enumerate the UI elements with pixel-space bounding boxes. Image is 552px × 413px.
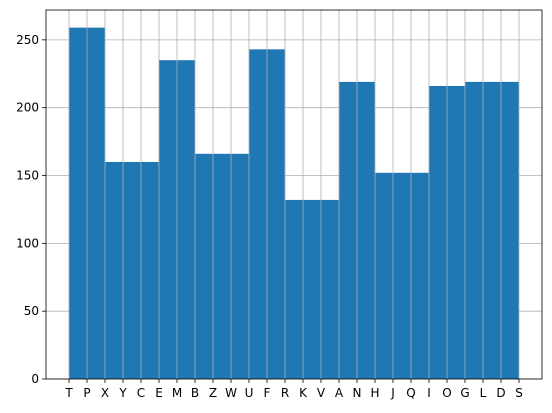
- x-tick-label: N: [353, 386, 362, 400]
- histogram-bar: [375, 172, 429, 379]
- x-tick-label: S: [515, 386, 523, 400]
- x-tick-label: O: [442, 386, 451, 400]
- y-tick-label: 200: [16, 101, 39, 115]
- histogram-bar: [195, 153, 249, 379]
- histogram-bar: [105, 161, 159, 379]
- x-tick-label: F: [264, 386, 271, 400]
- x-tick-label: Z: [209, 386, 217, 400]
- x-tick-label: I: [427, 386, 431, 400]
- x-grid-lines: [68, 10, 520, 379]
- y-tick-label: 150: [16, 169, 39, 183]
- x-tick-label: G: [460, 386, 469, 400]
- x-tick-label: T: [64, 386, 73, 400]
- y-tick-label: 250: [16, 33, 39, 47]
- x-tick-label: V: [317, 386, 326, 400]
- x-tick-label: A: [335, 386, 344, 400]
- y-tick-label: 0: [31, 372, 39, 386]
- x-tick-label: W: [225, 386, 237, 400]
- x-tick-label: Q: [406, 386, 415, 400]
- x-tick-label: D: [496, 386, 505, 400]
- x-tick-label: J: [390, 386, 395, 400]
- x-tick-label: M: [172, 386, 182, 400]
- x-tick-label: E: [155, 386, 163, 400]
- y-axis-ticks: 0 50 100 150 200 250: [16, 33, 46, 386]
- x-tick-label: H: [370, 386, 379, 400]
- y-tick-label: 50: [24, 304, 39, 318]
- histogram-bar: [465, 81, 519, 380]
- x-tick-label: P: [83, 386, 90, 400]
- x-tick-label: L: [480, 386, 487, 400]
- x-tick-label: C: [137, 386, 145, 400]
- plot-frame: [45, 9, 543, 380]
- y-tick-label: 100: [16, 236, 39, 250]
- x-tick-label: X: [101, 386, 109, 400]
- x-tick-label: U: [245, 386, 254, 400]
- x-tick-label: K: [299, 386, 308, 400]
- x-tick-label: Y: [118, 386, 127, 400]
- x-tick-label: B: [191, 386, 199, 400]
- histogram-bar: [285, 199, 339, 379]
- x-tick-label: R: [281, 386, 289, 400]
